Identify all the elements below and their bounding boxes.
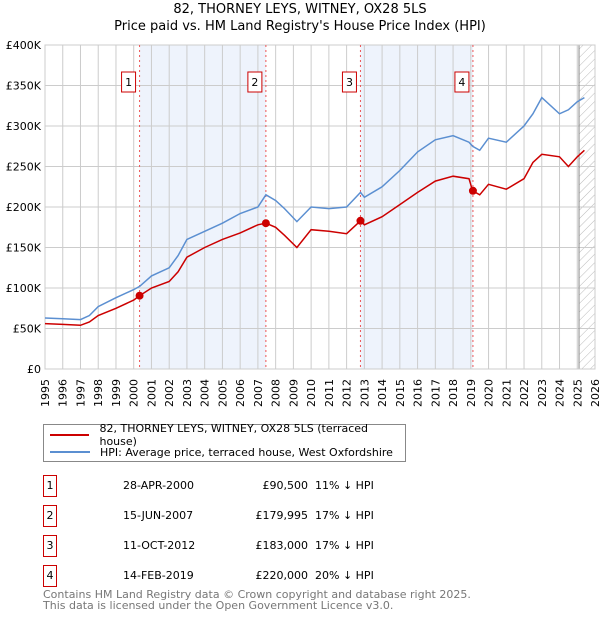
- x-tick-label: 2006: [234, 379, 247, 407]
- sale-date: 11-OCT-2012: [123, 539, 196, 552]
- sale-label-box: [121, 71, 137, 93]
- blue-line-swatch: [50, 451, 90, 453]
- x-tick-label: 2026: [589, 379, 600, 407]
- sale-point: [468, 186, 477, 195]
- x-tick-label: 2007: [252, 379, 265, 407]
- sale-number-badge: 3: [43, 535, 57, 557]
- transaction-row: 3 11-OCT-2012 £183,000 17% ↓ HPI: [43, 535, 463, 557]
- legend-item-hpi: HPI: Average price, terraced house, West…: [50, 444, 393, 460]
- x-tick-label: 2002: [163, 379, 176, 407]
- hpi-difference: 17% ↓ HPI: [315, 509, 374, 522]
- x-tick-label: 2022: [518, 379, 531, 407]
- transaction-row: 1 28-APR-2000 £90,500 11% ↓ HPI: [43, 475, 463, 497]
- sale-number-badge: 1: [43, 475, 57, 497]
- x-tick-label: 2025: [571, 379, 584, 407]
- x-tick-label: 2009: [287, 379, 300, 407]
- sale-point: [261, 219, 270, 228]
- hpi-line: [44, 96, 585, 321]
- footer-line-2: This data is licensed under the Open Gov…: [43, 599, 394, 612]
- x-tick-label: 2024: [554, 379, 567, 407]
- x-tick-label: 2004: [199, 379, 212, 407]
- legend: 82, THORNEY LEYS, WITNEY, OX28 5LS (terr…: [43, 422, 406, 462]
- x-tick-label: 2000: [128, 379, 141, 407]
- x-tick-label: 2005: [216, 379, 229, 407]
- x-tick-label: 2020: [483, 379, 496, 407]
- x-tick-label: 2017: [429, 379, 442, 407]
- x-tick-label: 2018: [447, 379, 460, 407]
- y-tick-label: £0: [27, 363, 41, 376]
- x-tick-label: 2010: [305, 379, 318, 407]
- y-tick-label: £300K: [6, 120, 42, 133]
- x-tick-label: 2008: [270, 379, 283, 407]
- y-tick-label: £350K: [6, 80, 42, 93]
- x-tick-label: 2021: [500, 379, 513, 407]
- x-tick-label: 2023: [536, 379, 549, 407]
- x-tick-label: 2013: [358, 379, 371, 407]
- red-line-swatch: [50, 434, 90, 436]
- sale-date: 15-JUN-2007: [123, 509, 194, 522]
- sale-price: £179,995: [255, 509, 309, 522]
- sale-price: £220,000: [255, 569, 309, 582]
- x-tick-label: 1997: [74, 379, 87, 407]
- transaction-row: 2 15-JUN-2007 £179,995 17% ↓ HPI: [43, 505, 463, 527]
- property-price-line: [44, 149, 585, 327]
- y-tick-label: £400K: [6, 39, 42, 52]
- sale-date: 28-APR-2000: [123, 479, 195, 492]
- sale-price: £183,000: [255, 539, 309, 552]
- x-tick-label: 2012: [341, 379, 354, 407]
- y-tick-label: £250K: [6, 161, 42, 174]
- y-tick-label: £100K: [6, 282, 42, 295]
- sale-number-badge: 4: [43, 565, 57, 587]
- plot-border: [44, 44, 596, 370]
- price-chart: 1995 1996 1997 1998 1999 2000 2001 2002 2003 2004…: [6, 39, 600, 407]
- sale-label-box: [341, 71, 357, 93]
- x-tick-label: 1996: [57, 379, 70, 407]
- sale-label-box: [454, 71, 470, 93]
- x-tick-label: 1999: [110, 379, 123, 407]
- x-tick-label: 2015: [394, 379, 407, 407]
- y-tick-label: £50K: [13, 323, 42, 336]
- sale-label: 4: [458, 76, 465, 89]
- hpi-difference: 20% ↓ HPI: [315, 569, 374, 582]
- x-tick-label: 2003: [181, 379, 194, 407]
- sale-label: 3: [346, 76, 353, 89]
- footer-line-1: Contains HM Land Registry data © Crown c…: [43, 588, 471, 601]
- sale-point: [135, 291, 144, 300]
- legend-label-hpi: HPI: Average price, terraced house, West…: [100, 445, 393, 459]
- x-tick-label: 1998: [92, 379, 105, 407]
- y-tick-label: £150K: [6, 242, 42, 255]
- sale-number-badge: 2: [43, 505, 57, 527]
- transaction-row: 4 14-FEB-2019 £220,000 20% ↓ HPI: [43, 565, 463, 587]
- legend-label-property: 82, THORNEY LEYS, WITNEY, OX28 5LS (terr…: [99, 422, 369, 448]
- y-tick-label: £200K: [6, 201, 42, 214]
- x-tick-label: 2014: [376, 379, 389, 407]
- sale-label-box: [247, 71, 263, 93]
- chart-title: 82, THORNEY LEYS, WITNEY, OX28 5LS: [173, 2, 427, 17]
- hpi-difference: 17% ↓ HPI: [315, 539, 374, 552]
- footer: Contains HM Land Registry data © Crown c…: [43, 589, 471, 611]
- sale-price: £90,500: [262, 479, 309, 492]
- x-tick-label: 2016: [412, 379, 425, 407]
- chart-subtitle: Price paid vs. HM Land Registry's House …: [114, 19, 486, 34]
- x-tick-label: 2011: [323, 379, 336, 407]
- hpi-difference: 11% ↓ HPI: [315, 479, 374, 492]
- sale-label: 2: [251, 76, 258, 89]
- sale-date: 14-FEB-2019: [123, 569, 194, 582]
- x-tick-label: 1995: [39, 379, 52, 407]
- sale-label: 1: [125, 76, 132, 89]
- x-tick-label: 2019: [465, 379, 478, 407]
- legend-item-property: 82, THORNEY LEYS, WITNEY, OX28 5LS (terr…: [50, 422, 405, 448]
- x-tick-label: 2001: [145, 379, 158, 407]
- sale-point: [356, 216, 365, 225]
